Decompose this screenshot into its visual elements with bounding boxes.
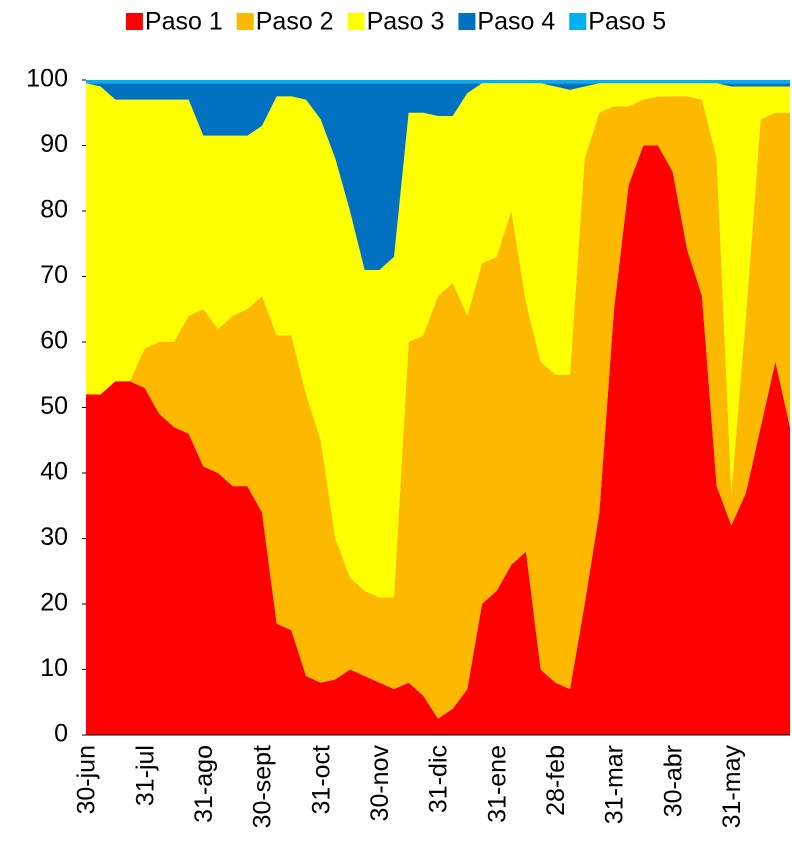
legend-swatch — [236, 13, 254, 30]
legend-swatch — [125, 13, 143, 30]
x-tick-label: 31-ago — [190, 745, 218, 823]
legend-swatch — [569, 13, 587, 30]
legend-label: Paso 4 — [477, 8, 555, 36]
legend-label: Paso 5 — [588, 8, 666, 36]
y-tick-label: 10 — [40, 654, 68, 682]
legend-swatch — [458, 13, 476, 30]
y-tick-label: 20 — [40, 589, 68, 617]
x-tick-label: 31-jul — [131, 745, 159, 806]
x-tick-label: 28-feb — [542, 745, 570, 816]
area — [86, 96, 790, 719]
y-tick-label: 30 — [40, 523, 68, 551]
y-tick-label: 0 — [54, 720, 68, 748]
y-tick-label: 100 — [26, 65, 68, 93]
y-tick-label: 50 — [40, 392, 68, 420]
x-tick-label: 31-may — [718, 745, 746, 829]
area — [86, 80, 790, 84]
legend-swatch — [347, 13, 365, 30]
legend-label: Paso 1 — [145, 8, 223, 36]
y-tick-label: 60 — [40, 327, 68, 355]
legend: Paso 1 Paso 2 Paso 3 Paso 4 Paso 5 — [125, 8, 666, 36]
x-tick-label: 30-nov — [366, 745, 394, 822]
x-tick-label: 31-mar — [601, 745, 629, 824]
x-tick-label: 30-abr — [659, 745, 687, 817]
area — [86, 145, 790, 735]
legend-label: Paso 2 — [256, 8, 334, 36]
y-tick-label: 80 — [40, 196, 68, 224]
y-tick-label: 40 — [40, 458, 68, 486]
y-tick-label: 70 — [40, 261, 68, 289]
x-tick-label: 30-jun — [73, 745, 101, 815]
x-tick-label: 31-ene — [483, 745, 511, 823]
x-tick-label: 30-sept — [249, 745, 277, 828]
x-tick-label: 31-dic — [425, 745, 453, 813]
x-tick-label: 31-oct — [307, 745, 335, 815]
y-tick-label: 90 — [40, 130, 68, 158]
area — [86, 83, 790, 598]
legend-label: Paso 3 — [367, 8, 445, 36]
